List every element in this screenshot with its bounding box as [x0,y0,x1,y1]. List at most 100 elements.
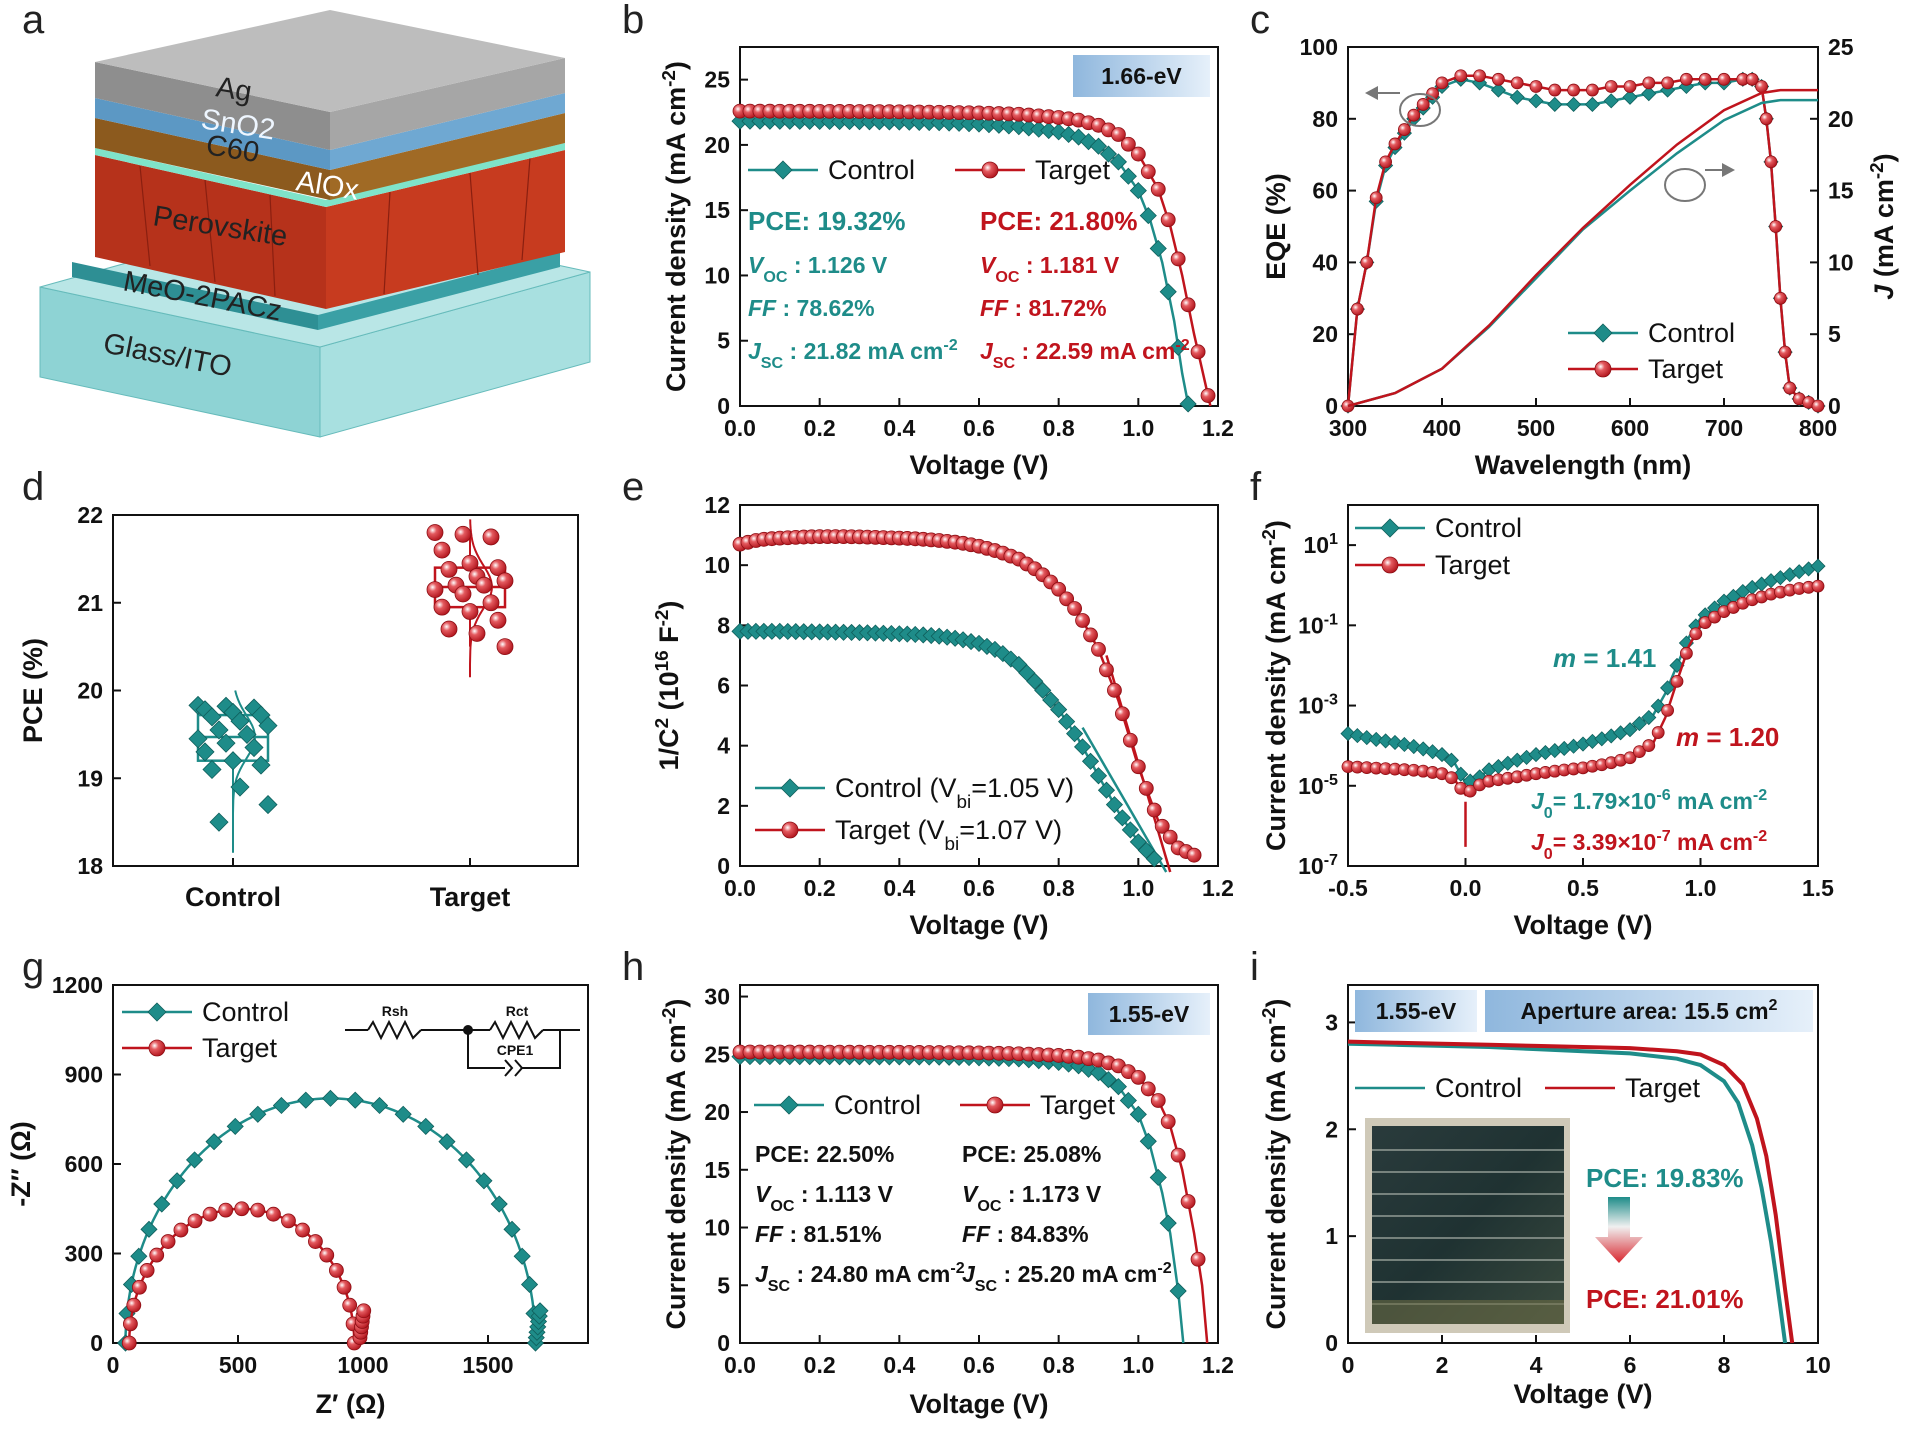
g-xtick-label: 500 [219,1352,257,1378]
panel-label-b: b [622,0,644,42]
c-point-target [1764,155,1778,169]
h-point-control [1139,1132,1157,1150]
c-point-target [1745,72,1759,86]
g-point-control [346,1091,364,1109]
h-ylabel-part: -2 [659,1008,680,1025]
chart-g-nyquist: 0 500 1000 1500 0 300 600 900 1200 Z′ (Ω) -Z′′ (Ω)… [6,972,589,1419]
b-point-target [1160,212,1176,228]
g-point-target [336,1279,352,1295]
b-control-ff-part: : 78.62% [776,295,874,321]
e-point-target [1107,682,1122,698]
b-ytick-label: 5 [717,328,730,354]
f-point-target [1463,784,1477,798]
b-control-voc-part: : 1.126 V [787,252,887,278]
h-ylabel: Current density (mA cm-2) [659,999,692,1330]
panel-a-device-stack: Ag SnO2 C60 AlOx Perovskite MeO-2PACz Gl… [39,10,591,438]
g-point-control [457,1151,476,1169]
f-xtick-label: 0.5 [1567,875,1599,901]
h-ytick-label: 10 [704,1215,730,1241]
e-ytick-label: 4 [717,733,730,759]
b-point-target [1120,136,1136,152]
f-j0-target-part: -2 [1753,827,1767,845]
c-point-target [1698,72,1712,86]
e-ylabel-part: -2 [652,610,673,627]
i-aperture-badge-text-part: 2 [1769,996,1778,1014]
g-point-target [266,1206,281,1222]
f-point-target [1661,703,1674,717]
i-pce-target: PCE: 21.01% [1586,1284,1744,1314]
d-point-target [496,572,514,590]
f-point-target [1642,739,1656,752]
d-point-target [482,528,500,546]
e-point-control [1105,796,1123,814]
e-ylabel-part: (10 [654,671,684,718]
e-point-target [1130,759,1146,775]
chart-c-eqe: 300 400 500 600 700 8000204060801000510152025… [1261,34,1899,480]
b-target-jsc-part: SC [993,354,1016,372]
e-ylabel-part: 2 [652,718,673,729]
e-ytick-label: 8 [717,612,730,638]
d-point-target [461,603,479,620]
f-ytick-label-part: -7 [1324,851,1338,869]
e-point-control [1066,725,1084,743]
f-ytick-label: 10-5 [1298,771,1338,799]
c-point-target [1398,123,1411,136]
h-xtick-label: 0.6 [963,1352,995,1378]
b-point-control [1099,145,1118,163]
h-xtick-label: 0.4 [883,1352,915,1378]
panel-label-e: e [622,465,644,509]
e-control-legend-label-part: =1.05 V) [971,773,1074,803]
h-control-pce-part: PCE: 22.50% [755,1141,894,1167]
h-control-jsc: JSC : 24.80 mA cm-2 [755,1259,965,1295]
d-point-target [440,620,458,638]
f-m-target-part: m [1676,722,1699,752]
g-point-control [394,1105,412,1123]
e-ytick-label: 10 [704,552,730,578]
panel-label-i: i [1250,945,1259,989]
h-xtick-label: 0.0 [724,1352,756,1378]
b-point-target [1190,344,1206,360]
circuit-label-rsh: Rsh [382,1003,408,1019]
b-xtick-label: 0.8 [1043,415,1075,441]
h-target-jsc-part: SC [975,1277,998,1295]
f-j0-control-part: mA cm [1671,788,1753,814]
h-point-control [1089,1064,1108,1082]
e-point-target [1138,780,1154,796]
c-arrowhead-eqe [1365,86,1378,100]
b-point-target [1180,297,1196,313]
f-ytick-label-part: 10 [1298,693,1324,719]
g-ytick-label: 300 [65,1241,103,1267]
e-ytick-label: 0 [717,853,730,879]
d-xtick-label: Target [430,882,511,912]
b-control-jsc-part: : 21.82 mA cm [783,338,943,364]
h-point-target [1140,1081,1156,1097]
b-xtick-label: 0.0 [724,415,756,441]
g-ytick-label: 1200 [52,972,103,998]
f-control-legend-label: Control [1435,513,1522,543]
g-point-target [342,1297,358,1313]
g-point-control [185,1151,204,1169]
d-point-target [475,576,493,594]
b-target-jsc-part: : 22.59 mA cm [1015,338,1175,364]
chart-h-jv-1p55ev: 0.0 0.2 0.4 0.6 0.8 1.0 1.2 0 5 10 15 20 25 30 Voltage… [659,984,1234,1419]
g-point-control [272,1096,291,1115]
i-frame [1347,984,1819,1344]
e-point-target [1083,627,1098,643]
g-xlabel: Z′ (Ω) [315,1389,385,1419]
b-ytick-label: 15 [704,197,730,223]
d-point-target [433,598,451,616]
d-point-target [489,559,507,577]
f-ytick-label: 10-1 [1298,610,1338,638]
e-point-target [1115,706,1130,722]
b-control-voc-part: V [748,252,765,278]
h-ylabel-part: ) [661,999,691,1008]
b-control-ff-part: FF [748,295,777,321]
b-ylabel-part: Current density (mA cm [661,87,691,392]
f-j0-control-part: -2 [1753,786,1767,804]
g-point-control [297,1091,315,1109]
b-xtick-label: 0.4 [883,415,915,441]
d-density-control [232,690,256,853]
e-point-control [1121,821,1139,839]
b-target-pce-part: PCE: 21.80% [980,206,1138,236]
h-control-ff: FF : 81.51% [755,1221,882,1247]
